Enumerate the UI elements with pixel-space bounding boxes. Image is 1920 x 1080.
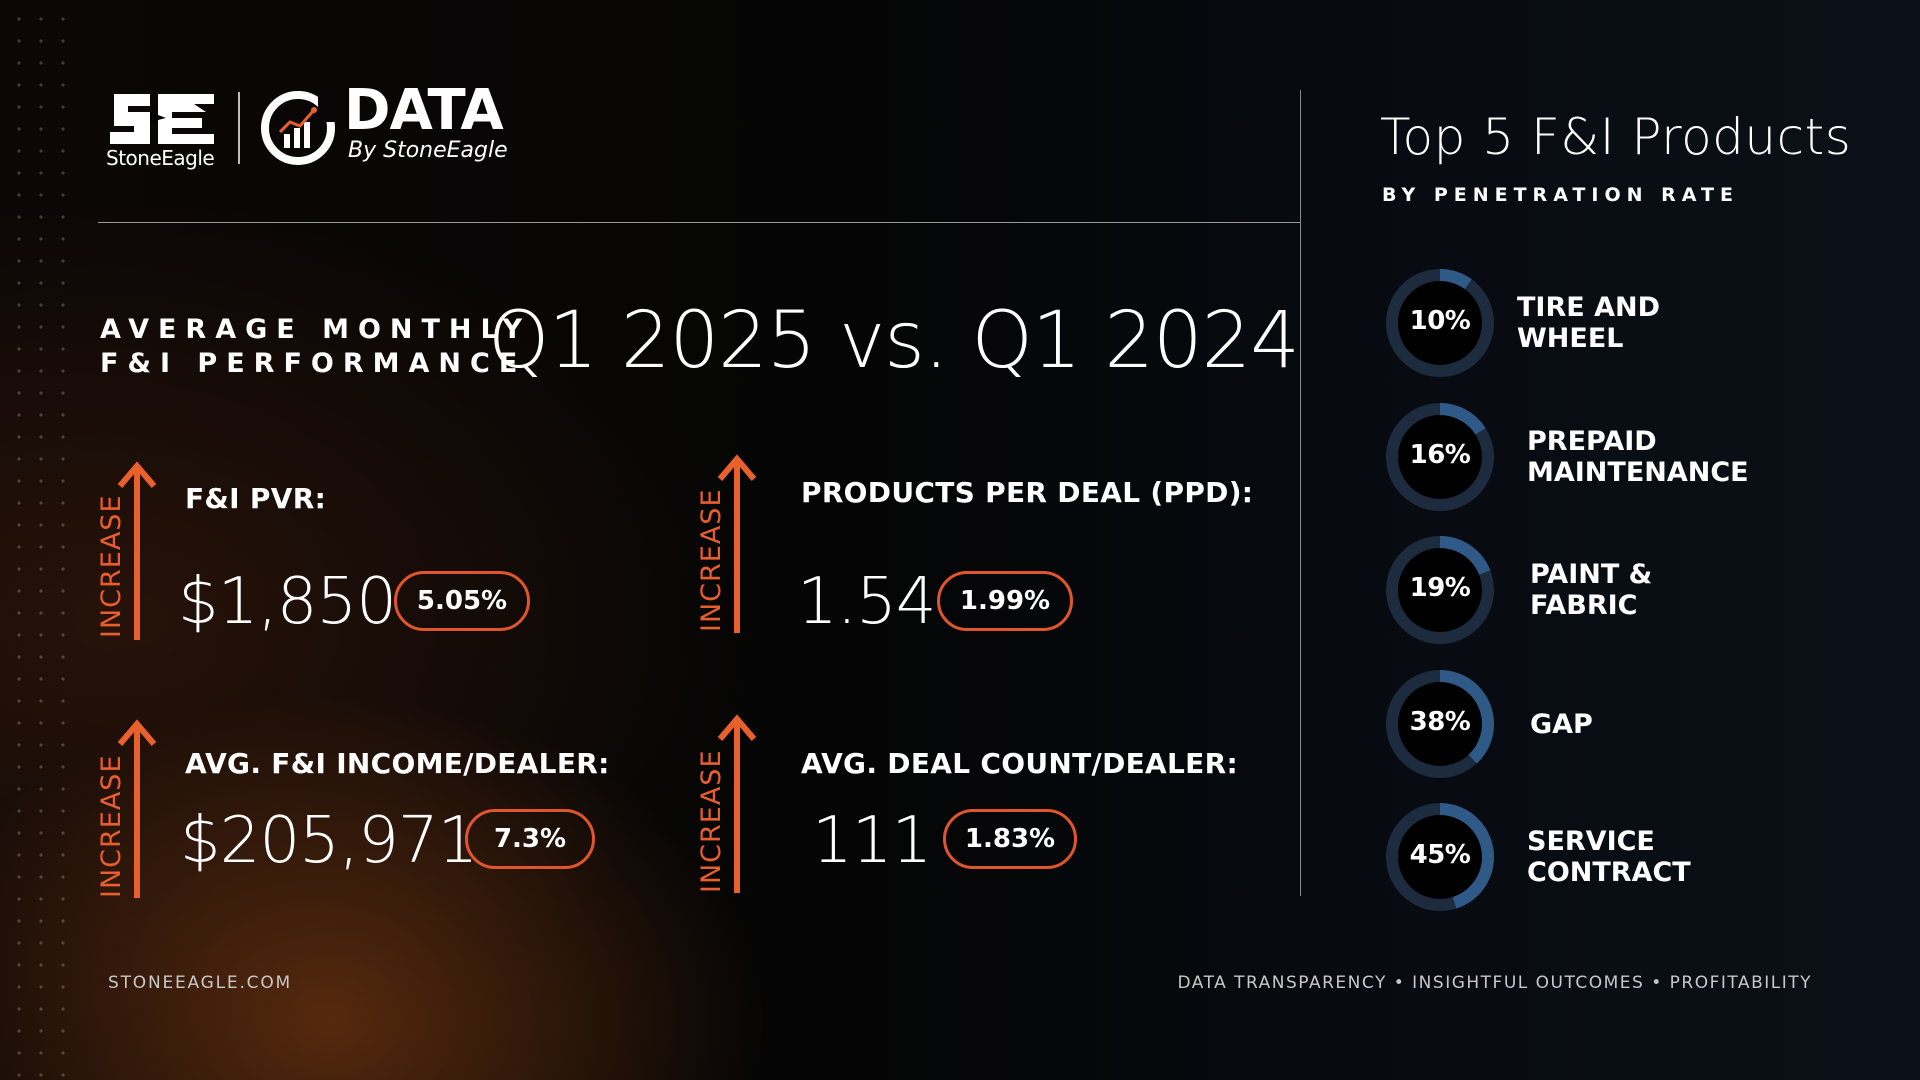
increase-label: INCREASE (96, 754, 127, 898)
headline-line-2: F&I PERFORMANCE (100, 348, 526, 379)
data-logo-subtitle: By StoneEagle (348, 138, 508, 163)
headline-line-1: AVERAGE MONTHLY (100, 314, 531, 345)
panel-divider (1300, 90, 1301, 896)
product-name: PREPAID MAINTENANCE (1527, 426, 1749, 488)
stoneeagle-logo-icon (106, 88, 218, 150)
metric-value-ppd: 1.54 (797, 565, 936, 639)
metric-label-pvr: F&I PVR: (185, 482, 326, 515)
footer-tagline: DATA TRANSPARENCY • INSIGHTFUL OUTCOMES … (1177, 973, 1812, 993)
product-name: PAINT & FABRIC (1530, 559, 1652, 621)
product-name-line-1: PREPAID (1527, 426, 1749, 457)
metric-label-income: AVG. F&I INCOME/DEALER: (185, 747, 610, 780)
ring-percent-label: 16% (1383, 440, 1497, 470)
product-name-line-1: GAP (1530, 709, 1593, 740)
logo-divider (238, 92, 240, 164)
data-logo-title: DATA (344, 78, 503, 143)
change-badge-income: 7.3% (465, 809, 595, 869)
increase-label: INCREASE (696, 749, 727, 893)
header-divider (98, 222, 1301, 223)
increase-label: INCREASE (696, 488, 727, 632)
stoneeagle-wordmark: StoneEagle (106, 146, 214, 170)
product-name-line-2: CONTRACT (1527, 857, 1691, 888)
product-name-line-1: TIRE AND (1517, 292, 1660, 323)
metric-label-deals: AVG. DEAL COUNT/DEALER: (801, 747, 1238, 780)
product-name: TIRE AND WHEEL (1517, 292, 1660, 354)
product-name: GAP (1530, 709, 1593, 740)
data-chart-logo-icon (258, 88, 338, 168)
change-badge-ppd: 1.99% (937, 571, 1073, 631)
metric-value-income: $205,971 (180, 804, 477, 878)
ring-percent-label: 10% (1383, 306, 1497, 336)
product-name-line-2: WHEEL (1517, 323, 1660, 354)
product-name-line-2: FABRIC (1530, 590, 1652, 621)
dot-pattern (0, 0, 78, 1080)
products-panel-title: Top 5 F&I Products (1380, 108, 1851, 166)
product-name-line-2: MAINTENANCE (1527, 457, 1749, 488)
increase-label: INCREASE (96, 494, 127, 638)
ring-percent-label: 19% (1383, 573, 1497, 603)
footer-website: STONEEAGLE.COM (108, 973, 292, 993)
product-name-line-1: SERVICE (1527, 826, 1691, 857)
product-name: SERVICE CONTRACT (1527, 826, 1691, 888)
change-badge-deals: 1.83% (943, 809, 1077, 869)
metric-value-pvr: $1,850 (178, 565, 396, 639)
products-panel-subtitle: BY PENETRATION RATE (1382, 184, 1739, 206)
ring-percent-label: 45% (1383, 840, 1497, 870)
change-badge-pvr: 5.05% (394, 571, 530, 631)
headline-comparison: Q1 2025 vs. Q1 2024 (488, 296, 1299, 386)
metric-value-deals: 111 (812, 804, 931, 878)
ring-percent-label: 38% (1383, 707, 1497, 737)
product-name-line-1: PAINT & (1530, 559, 1652, 590)
metric-label-ppd: PRODUCTS PER DEAL (PPD): (801, 476, 1253, 509)
